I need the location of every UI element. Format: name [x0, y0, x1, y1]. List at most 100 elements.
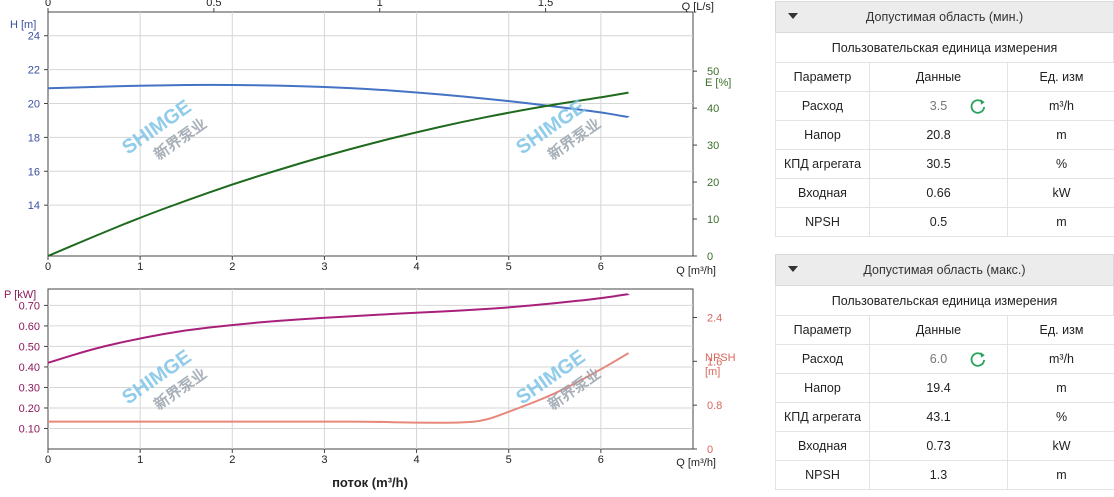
- x-tick-label: 6: [598, 454, 604, 466]
- max-range-panel: Допустимая область (макс.) Пользовательс…: [775, 254, 1114, 490]
- flow-min-value[interactable]: 3.5: [929, 99, 948, 113]
- y2-tick-label: 50: [707, 66, 719, 78]
- y-tick-label: 14: [28, 200, 40, 212]
- row-unit: m³/h: [1007, 344, 1114, 374]
- y-tick-label: 20: [28, 99, 40, 111]
- top-grid: [48, 12, 693, 256]
- header-param: Параметр: [775, 315, 870, 345]
- table-header-row: Параметр Данные Ед. изм: [775, 315, 1114, 345]
- y-tick-label: 24: [28, 31, 40, 43]
- series-line-h: [47, 83, 629, 119]
- y-tick-label: 0.40: [19, 362, 40, 374]
- flow-axis-title: поток (m³/h): [332, 475, 408, 490]
- row-value: 0.73: [869, 431, 1008, 461]
- refresh-icon[interactable]: [969, 97, 987, 115]
- row-value: 1.3: [869, 460, 1008, 490]
- x-tick-label: 2: [229, 454, 235, 466]
- header-data: Данные: [869, 62, 1008, 92]
- row-unit: kW: [1007, 178, 1114, 208]
- x-tick-label: 0: [45, 454, 51, 466]
- npsh-axis-unit: [m]: [705, 366, 720, 378]
- y-tick-label: 16: [28, 166, 40, 178]
- y-tick-label: 22: [28, 65, 40, 77]
- series-line-e: [47, 91, 629, 257]
- x-tick-label: 3: [321, 454, 327, 466]
- table-row: КПД агрегата 43.1 %: [775, 402, 1114, 432]
- header-unit: Ед. изм: [1007, 62, 1114, 92]
- y-tick-label: 0.60: [19, 321, 40, 333]
- flow-max-value[interactable]: 6.0: [929, 352, 948, 366]
- row-unit: m: [1007, 460, 1114, 490]
- efficiency-axis-label: E [%]: [705, 77, 731, 89]
- min-range-header[interactable]: Допустимая область (мин.): [775, 1, 1114, 33]
- refresh-icon[interactable]: [969, 350, 987, 368]
- row-param: Напор: [775, 373, 870, 403]
- header-unit: Ед. изм: [1007, 315, 1114, 345]
- caret-down-icon[interactable]: [788, 266, 798, 272]
- bottom-x-flow-label: Q [m³/h]: [676, 457, 716, 469]
- x-tick-label: 6: [598, 261, 604, 273]
- table-row: NPSH 1.3 m: [775, 460, 1114, 490]
- x-top-tick-label: 1.5: [538, 0, 553, 9]
- y2-tick-label: 2.4: [707, 312, 722, 324]
- bottom-plot-frame: [47, 288, 694, 450]
- row-value-cell: 6.0: [869, 344, 1008, 374]
- top-ticks: 0 1 2 3 4 5 6 14 16 18 20 22 24 0 10 20 30 40 50 0 0.5 1 1.5: [28, 0, 720, 273]
- row-param: КПД агрегата: [775, 149, 870, 179]
- top-x-flow-ls-label: Q [L/s]: [682, 1, 714, 13]
- row-param: Расход: [775, 344, 870, 374]
- row-value: 0.66: [869, 178, 1008, 208]
- table-row: КПД агрегата 30.5 %: [775, 149, 1114, 179]
- top-series: [47, 83, 629, 257]
- row-unit: %: [1007, 402, 1114, 432]
- power-axis-label: P [kW]: [4, 289, 36, 301]
- y-tick-label: 0.10: [19, 423, 40, 435]
- x-tick-label: 4: [414, 454, 420, 466]
- row-value: 20.8: [869, 120, 1008, 150]
- row-unit: m: [1007, 207, 1114, 237]
- x-tick-label: 4: [414, 261, 420, 273]
- row-param: Напор: [775, 120, 870, 150]
- max-range-header[interactable]: Допустимая область (макс.): [775, 254, 1114, 286]
- caret-down-icon[interactable]: [788, 13, 798, 19]
- y2-tick-label: 20: [707, 177, 719, 189]
- row-unit: m: [1007, 373, 1114, 403]
- max-unit-label: Пользовательская единица измерения: [775, 286, 1114, 315]
- table-row: Напор 20.8 m: [775, 120, 1114, 150]
- table-header-row: Параметр Данные Ед. изм: [775, 62, 1114, 92]
- table-row: NPSH 0.5 m: [775, 207, 1114, 237]
- min-range-panel: Допустимая область (мин.) Пользовательск…: [775, 1, 1114, 237]
- row-unit: m: [1007, 120, 1114, 150]
- row-param: NPSH: [775, 207, 870, 237]
- head-axis-label: H [m]: [10, 19, 36, 31]
- y-tick-label: 0.30: [19, 382, 40, 394]
- x-top-tick-label: 0.5: [206, 0, 221, 9]
- table-row: Входная 0.66 kW: [775, 178, 1114, 208]
- top-x-flow-label: Q [m³/h]: [676, 265, 716, 277]
- row-value: 19.4: [869, 373, 1008, 403]
- x-tick-label: 2: [229, 261, 235, 273]
- table-row: Расход 6.0 m³/h: [775, 344, 1114, 374]
- y-tick-label: 18: [28, 132, 40, 144]
- y-tick-label: 0.70: [19, 300, 40, 312]
- y2-tick-label: 30: [707, 140, 719, 152]
- row-value: 30.5: [869, 149, 1008, 179]
- row-param: Входная: [775, 178, 870, 208]
- header-data: Данные: [869, 315, 1008, 345]
- x-tick-label: 0: [45, 261, 51, 273]
- row-value-cell: 3.5: [869, 91, 1008, 121]
- bottom-series: [47, 293, 630, 424]
- table-row: Входная 0.73 kW: [775, 431, 1114, 461]
- row-param: Входная: [775, 431, 870, 461]
- row-unit: m³/h: [1007, 91, 1114, 121]
- max-range-table: Параметр Данные Ед. изм Расход 6.0 m³/h …: [775, 315, 1114, 490]
- table-row: Напор 19.4 m: [775, 373, 1114, 403]
- x-top-tick-label: 1: [377, 0, 383, 9]
- y2-tick-label: 0: [707, 251, 713, 263]
- top-plot-frame: [47, 11, 694, 257]
- y2-tick-label: 10: [707, 214, 719, 226]
